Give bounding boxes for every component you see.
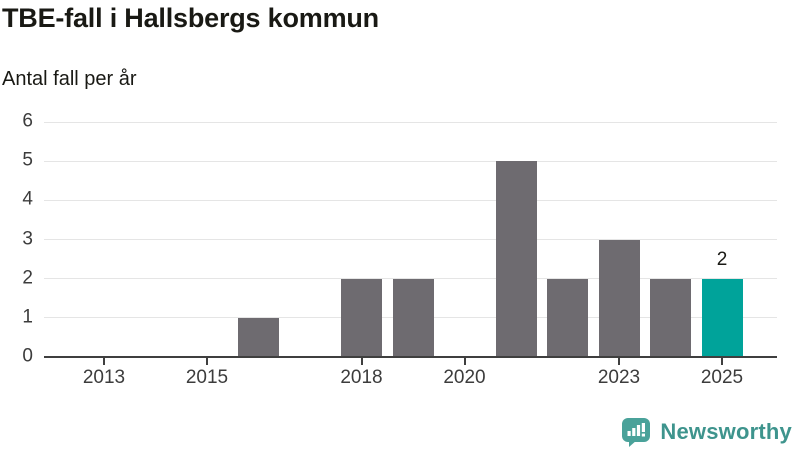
gridline	[44, 239, 777, 240]
y-tick-label: 5	[22, 149, 33, 171]
bar	[547, 278, 588, 357]
x-axis-line	[44, 356, 777, 358]
chart-subtitle: Antal fall per år	[2, 68, 137, 90]
y-tick-label: 0	[22, 345, 33, 367]
newsworthy-icon	[622, 418, 651, 447]
gridline	[44, 121, 777, 123]
y-tick-label: 2	[22, 267, 33, 289]
y-tick-label: 1	[22, 306, 33, 328]
x-tick-label: 2023	[597, 367, 641, 388]
newsworthy-wordmark: Newsworthy	[660, 418, 792, 444]
y-tick-label: 4	[22, 188, 33, 210]
bar	[392, 278, 434, 357]
x-tick-label: 2025	[700, 367, 744, 388]
x-tick-label: 2018	[340, 367, 383, 388]
bar-highlighted	[701, 278, 743, 357]
bar-value-label: 2	[716, 248, 728, 270]
x-tick-label: 2020	[443, 367, 486, 388]
chart-title: TBE-fall i Hallsbergs kommun	[2, 3, 379, 33]
bar	[598, 239, 640, 357]
x-tick	[463, 358, 466, 365]
x-tick	[103, 358, 105, 365]
bar	[495, 161, 537, 357]
bar	[650, 278, 691, 357]
y-tick-label: 6	[22, 110, 33, 132]
bar	[341, 278, 382, 357]
x-tick	[721, 358, 723, 365]
y-tick-label: 3	[22, 228, 33, 250]
x-tick	[206, 358, 208, 365]
bar	[238, 317, 279, 357]
x-tick	[618, 358, 620, 365]
x-tick-label: 2015	[185, 367, 229, 388]
x-tick	[360, 358, 363, 365]
gridline	[44, 199, 777, 201]
gridline	[44, 160, 777, 162]
x-tick-label: 2013	[82, 367, 126, 388]
newsworthy-logo: Newsworthy	[619, 416, 792, 447]
